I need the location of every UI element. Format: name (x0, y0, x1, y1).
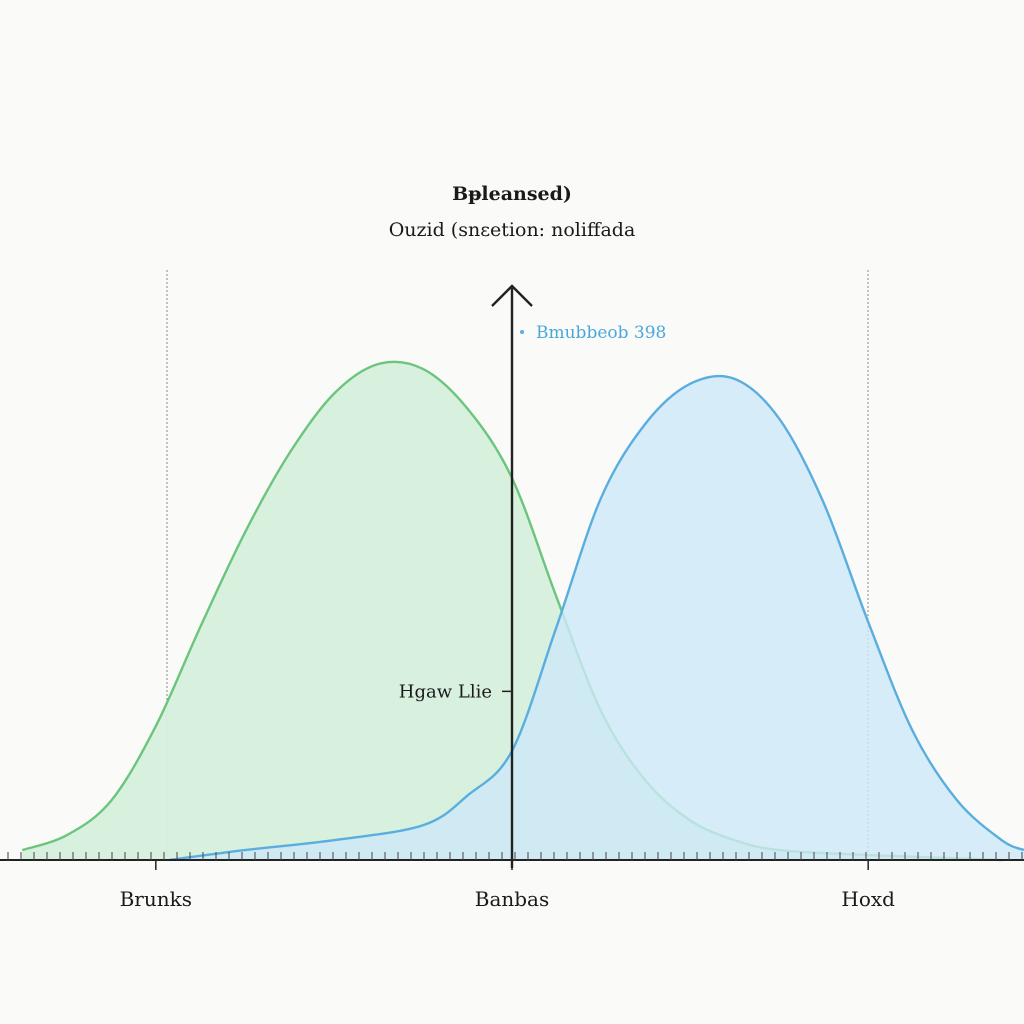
series-area-2 (169, 375, 1024, 860)
x-tick-label: Banbas (475, 887, 550, 911)
x-tick-label: Hoxd (841, 887, 895, 911)
x-tick-label: Brunks (120, 887, 192, 911)
legend-marker (520, 330, 524, 334)
series-line-2 (169, 374, 1024, 862)
y-annotation-label: Hgaw Llie (399, 681, 492, 702)
legend-entry: Bmubbeob 398 (536, 323, 666, 343)
y-axis-arrow (491, 284, 533, 307)
chart-subtitle: Ouzid (snεetion: noliffada (389, 219, 636, 241)
chart-title: Bᵽleansed) (452, 183, 572, 205)
